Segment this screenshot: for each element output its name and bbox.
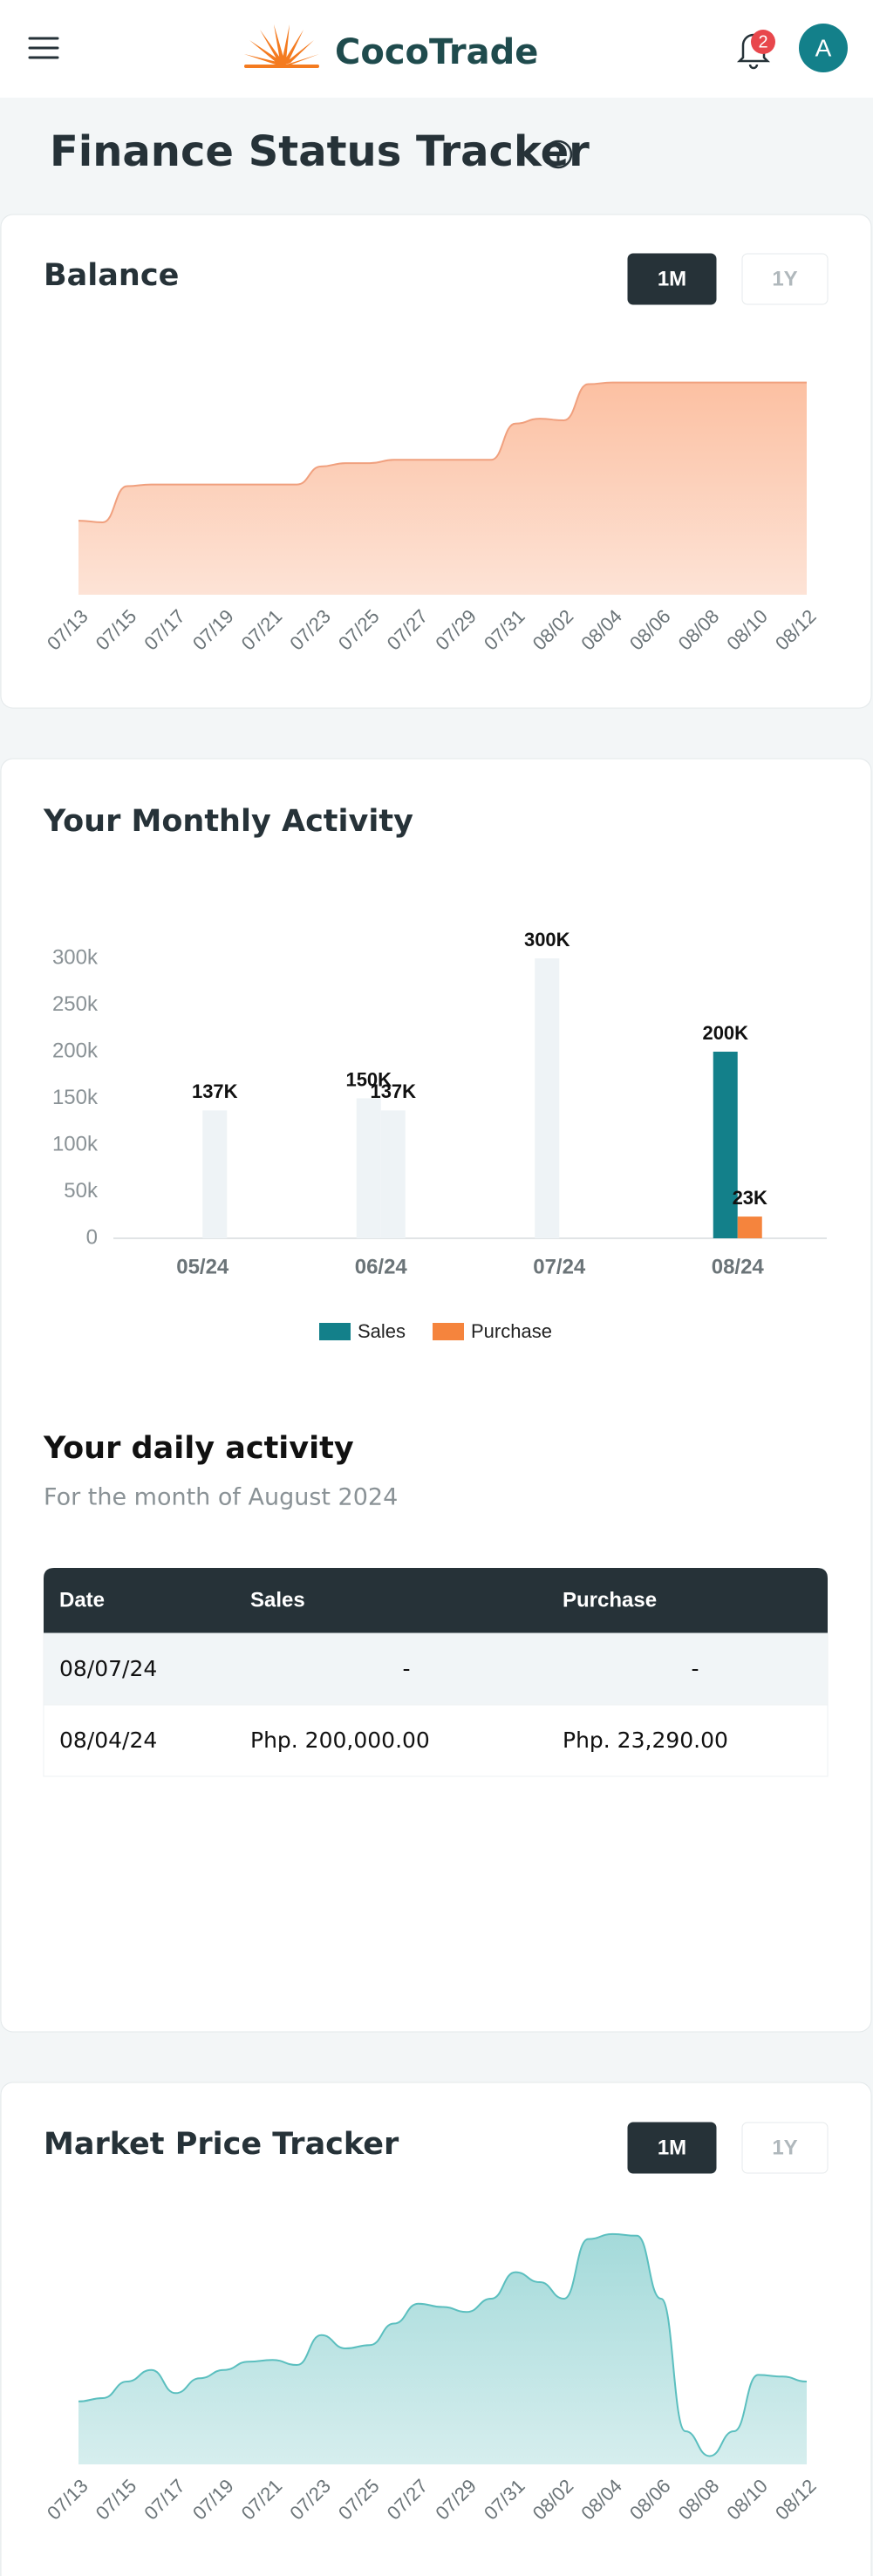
y-tick-label: 250k (52, 992, 99, 1016)
y-tick-label: 50k (64, 1179, 99, 1203)
table-cell: 08/04/24 (59, 1728, 157, 1753)
column-header: Date (59, 1588, 105, 1612)
brand: CocoTrade (335, 32, 538, 72)
data-label: 300K (524, 929, 570, 951)
range-label: 1Y (772, 267, 797, 290)
area (78, 2233, 807, 2464)
bar (380, 1110, 406, 1238)
area (78, 382, 807, 595)
legend-swatch (433, 1323, 464, 1340)
table-row (43, 1632, 829, 1706)
range-label: 1M (658, 2136, 686, 2159)
table-cell: Php. 200,000.00 (250, 1728, 430, 1753)
badge-count: 2 (758, 32, 767, 51)
y-tick-label: 200k (52, 1039, 99, 1062)
y-tick-label: 100k (52, 1132, 99, 1155)
y-tick-label: 300k (52, 945, 99, 969)
data-label: 137K (370, 1080, 416, 1102)
range-button[interactable] (741, 2122, 829, 2174)
table-cell: 08/07/24 (59, 1656, 157, 1681)
info-icon[interactable] (543, 140, 573, 169)
x-tick-label: 05/24 (176, 1255, 229, 1278)
range-button[interactable] (741, 253, 829, 305)
legend-swatch (319, 1323, 351, 1340)
logo-icon (244, 24, 319, 68)
page-title: Finance Status Tracker (50, 127, 590, 176)
legend-label: Purchase (471, 1320, 552, 1342)
legend-label: Sales (358, 1320, 406, 1342)
card-title: Balance (44, 258, 179, 293)
table-header (44, 1568, 828, 1633)
data-label: 200K (702, 1022, 748, 1044)
avatar-letter: A (815, 34, 832, 61)
badge (751, 30, 775, 54)
y-tick-label: 0 (86, 1225, 98, 1249)
header-bar (0, 0, 873, 98)
bar (356, 1098, 381, 1238)
range-label: 1M (658, 267, 686, 290)
x-tick-label: 07/24 (533, 1255, 586, 1278)
x-tick-label: 06/24 (355, 1255, 408, 1278)
bar (713, 1052, 738, 1238)
card-title: Your Monthly Activity (43, 804, 413, 839)
card-title: Market Price Tracker (44, 2127, 399, 2162)
column-header: Sales (250, 1588, 305, 1612)
table-row (43, 1704, 829, 1777)
menu-button[interactable] (28, 37, 59, 59)
activity-card (0, 758, 872, 2033)
avatar[interactable] (799, 24, 848, 72)
range-label: 1Y (772, 2136, 797, 2159)
data-label: 23K (733, 1187, 767, 1209)
column-header: Purchase (563, 1588, 657, 1612)
data-label: 137K (192, 1080, 238, 1102)
data-label: 150K (345, 1068, 392, 1090)
table-cell: - (691, 1656, 699, 1681)
section-subtitle: For the month of August 2024 (44, 1484, 398, 1511)
range-button[interactable] (627, 2122, 717, 2174)
range-button[interactable] (627, 253, 717, 305)
table-cell: - (402, 1656, 410, 1681)
bar (202, 1110, 228, 1238)
bar (535, 958, 560, 1238)
table-cell: Php. 23,290.00 (563, 1728, 728, 1753)
line (78, 2232, 808, 2457)
line (78, 381, 807, 523)
y-tick-label: 150k (52, 1086, 99, 1109)
x-tick-label: 08/24 (712, 1255, 765, 1278)
bar (737, 1216, 762, 1238)
section-title: Your daily activity (43, 1431, 354, 1466)
